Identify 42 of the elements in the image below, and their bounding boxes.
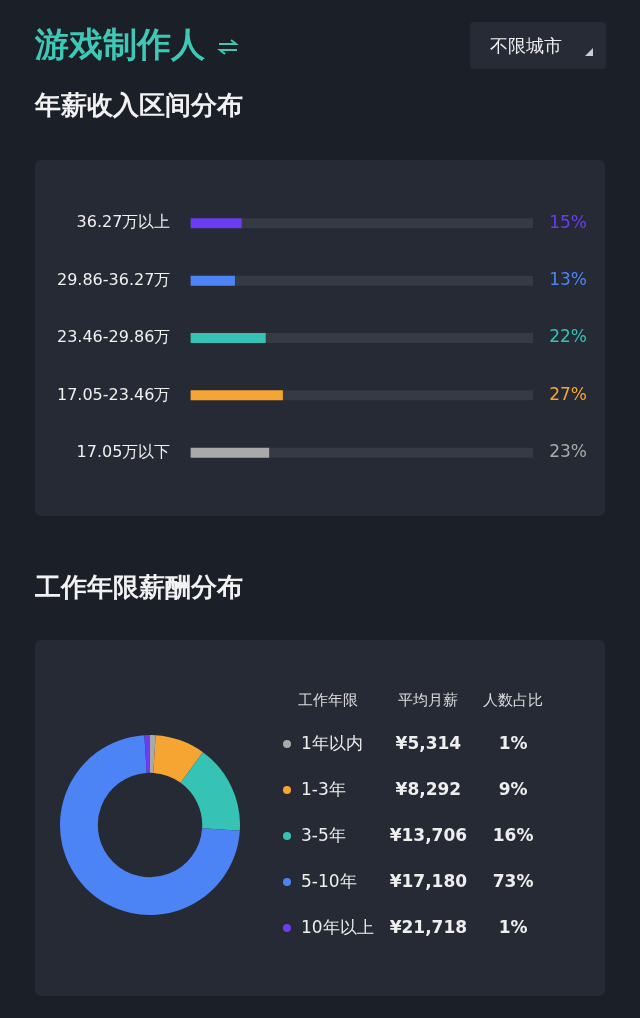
data-label: 15%: [549, 211, 587, 232]
legend-label: 10年以上: [301, 916, 374, 937]
text: 不限城市: [470, 22, 606, 69]
legend-label: 5-10年: [301, 870, 357, 891]
bar: [190, 447, 270, 458]
chart-title: 游戏制作人: [35, 23, 206, 66]
chart-title: 工作年限薪酬分布: [35, 571, 243, 604]
y-tick-label: 36.27万以上: [76, 212, 171, 232]
bar: [282, 390, 533, 401]
bar: [265, 333, 533, 343]
data-label: 1%: [497, 916, 529, 939]
data-label: 73%: [491, 870, 535, 893]
text: ¥21,718: [389, 917, 468, 937]
data-label: 13%: [549, 269, 587, 290]
text: ¥8,292: [395, 779, 462, 799]
y-tick-label: 17.05-23.46万: [56, 384, 171, 404]
chart-subtitle: 年薪收入区间分布: [35, 89, 243, 122]
legend-label: 3-5年: [301, 824, 346, 845]
y-tick-label: 29.86-36.27万: [56, 269, 171, 289]
data-label: 22%: [549, 326, 587, 347]
legend-title: 工作年限: [297, 689, 360, 711]
y-tick-label: 17.05万以下: [76, 441, 171, 461]
data-label: 23%: [549, 441, 587, 462]
text: 平均月薪: [397, 689, 460, 711]
data-label: 27%: [549, 383, 587, 404]
bar: [190, 333, 266, 343]
data-label: 16%: [491, 824, 535, 847]
bar: [234, 275, 533, 286]
bar: [241, 218, 533, 229]
bar: [190, 390, 283, 401]
y-tick-label: 23.46-29.86万: [56, 327, 171, 347]
legend-label: 1年以内: [301, 732, 363, 753]
text: ¥13,706: [389, 825, 468, 845]
bar: [190, 275, 235, 286]
text: ¥5,314: [395, 733, 462, 753]
text: ¥17,180: [389, 871, 468, 891]
legend-label: 1-3年: [301, 778, 346, 799]
data-label: 9%: [497, 778, 529, 801]
bar: [269, 447, 533, 458]
bar: [190, 218, 242, 229]
data-label: 1%: [497, 732, 529, 755]
text: 人数占比: [482, 689, 545, 711]
